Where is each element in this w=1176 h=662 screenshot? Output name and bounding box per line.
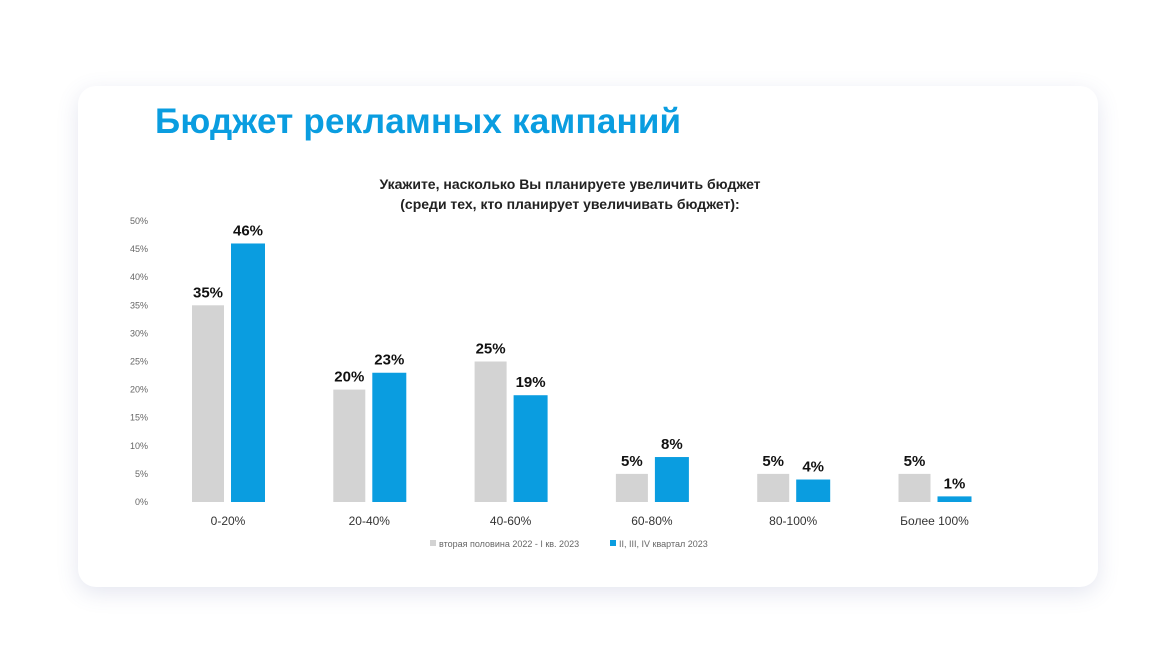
bar (654, 457, 689, 502)
data-label: 19% (516, 374, 546, 391)
x-tick-label: 60-80% (631, 514, 673, 528)
data-label: 1% (944, 475, 966, 492)
x-tick-label: 40-60% (490, 514, 532, 528)
data-label: 20% (334, 369, 364, 386)
chart-subtitle: Укажите, насколько Вы планируете увеличи… (270, 174, 870, 214)
data-label: 5% (904, 453, 926, 470)
data-label: 8% (661, 436, 683, 453)
bar (615, 473, 648, 502)
data-label: 23% (374, 352, 404, 369)
x-tick-label: 20-40% (349, 514, 391, 528)
bar (231, 243, 265, 503)
legend-label: II, III, IV квартал 2023 (619, 539, 708, 549)
y-tick-label: 0% (135, 497, 148, 507)
x-tick-label: 0-20% (211, 514, 246, 528)
bar (333, 389, 366, 502)
x-tick-label: Более 100% (900, 514, 969, 528)
data-label: 25% (476, 341, 506, 358)
y-tick-label: 25% (130, 357, 148, 367)
bar (898, 473, 931, 502)
x-tick-label: 80-100% (769, 514, 817, 528)
legend-label: вторая половина 2022 - I кв. 2023 (439, 539, 579, 549)
data-label: 35% (193, 284, 223, 301)
y-tick-label: 20% (130, 385, 148, 395)
bar (474, 361, 507, 502)
y-tick-label: 40% (130, 272, 148, 282)
bar (796, 479, 831, 502)
bar (192, 305, 224, 502)
y-tick-label: 50% (130, 216, 148, 226)
y-tick-label: 45% (130, 244, 148, 254)
page-title: Бюджет рекламных кампаний (155, 102, 682, 141)
data-label: 5% (762, 453, 784, 470)
subtitle-line-1: Укажите, насколько Вы планируете увеличи… (379, 176, 761, 192)
y-tick-label: 30% (130, 328, 148, 338)
data-label: 46% (233, 222, 263, 239)
bar (757, 473, 790, 502)
y-tick-label: 5% (135, 469, 148, 479)
subtitle-line-2: (среди тех, кто планирует увеличивать бю… (400, 196, 740, 212)
y-tick-label: 10% (130, 441, 148, 451)
bar (937, 496, 972, 502)
y-tick-label: 15% (130, 413, 148, 423)
y-tick-label: 35% (130, 300, 148, 310)
bar (513, 395, 548, 502)
legend-swatch (610, 540, 616, 546)
legend-swatch (430, 540, 436, 546)
bar (372, 372, 407, 502)
data-label: 4% (802, 459, 824, 476)
data-label: 5% (621, 453, 643, 470)
